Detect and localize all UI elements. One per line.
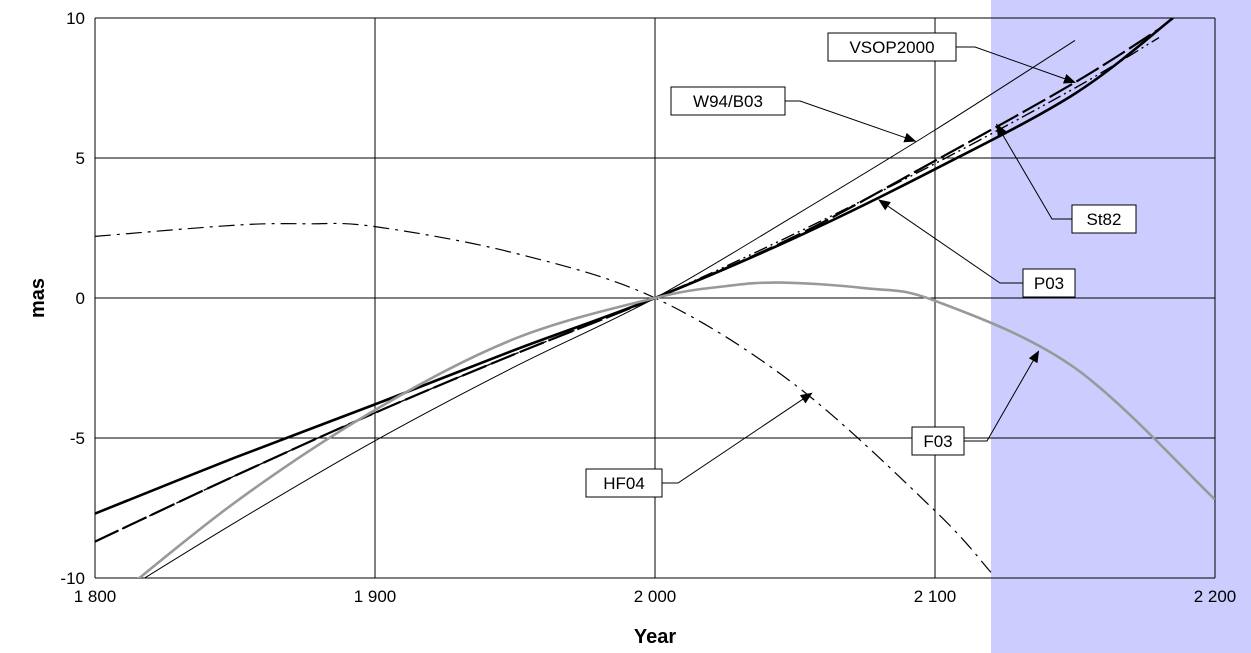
- y-tick-label: 0: [76, 289, 85, 308]
- grid: [94, 17, 1216, 579]
- x-tick-label: 1 900: [354, 587, 397, 606]
- annotation-box-hf04: [585, 468, 663, 498]
- annotation-box-st82: [1071, 204, 1137, 234]
- x-tick-labels: 1 800 1 900 2 000 2 100 2 200: [74, 587, 1237, 606]
- annotation-box-w94-b03: [670, 86, 786, 116]
- y-tick-label: -5: [70, 429, 85, 448]
- series-line-hf04: [95, 222, 992, 573]
- series-group: [95, 18, 1215, 578]
- series-line-w94-b03: [143, 39, 1076, 578]
- annotation-box-f03: [911, 426, 965, 456]
- annotation-box-p03: [1022, 268, 1076, 298]
- annotation-label-hf04: HF04: [603, 474, 645, 493]
- y-tick-label: 5: [76, 149, 85, 168]
- annotation-leader-p03: [878, 199, 1023, 284]
- annotation-label-f03: F03: [923, 432, 952, 451]
- y-axis-title: mas: [27, 278, 49, 318]
- x-tick-label: 2 000: [634, 587, 677, 606]
- shaded-region: [991, 0, 1251, 653]
- x-tick-label: 1 800: [74, 587, 117, 606]
- annotation-label-vsop2000: VSOP2000: [849, 38, 934, 57]
- x-axis-title: Year: [634, 626, 676, 648]
- x-tick-label: 2 200: [1194, 587, 1237, 606]
- y-tick-labels: -10 -5 0 5 10: [60, 9, 85, 588]
- annotation-leader-f03: [964, 350, 1040, 442]
- annotation-box-vsop2000: [827, 32, 957, 62]
- annotation-label-st82: St82: [1087, 210, 1122, 229]
- annotation-leader-vsop2000: [956, 46, 1076, 84]
- annotation-group: VSOP2000 W94/B03 St82 P03 F03 HF04: [585, 32, 1137, 498]
- annotation-label-p03: P03: [1034, 274, 1064, 293]
- x-tick-label: 2 100: [914, 587, 957, 606]
- annotation-leader-hf04: [662, 392, 813, 484]
- annotation-leader-st82: [996, 123, 1072, 220]
- y-tick-label: -10: [60, 569, 85, 588]
- annotation-label-w94-b03: W94/B03: [693, 92, 763, 111]
- annotation-leader-w94-b03: [785, 100, 917, 143]
- y-tick-label: 10: [66, 9, 85, 28]
- series-line-f03: [137, 281, 1215, 578]
